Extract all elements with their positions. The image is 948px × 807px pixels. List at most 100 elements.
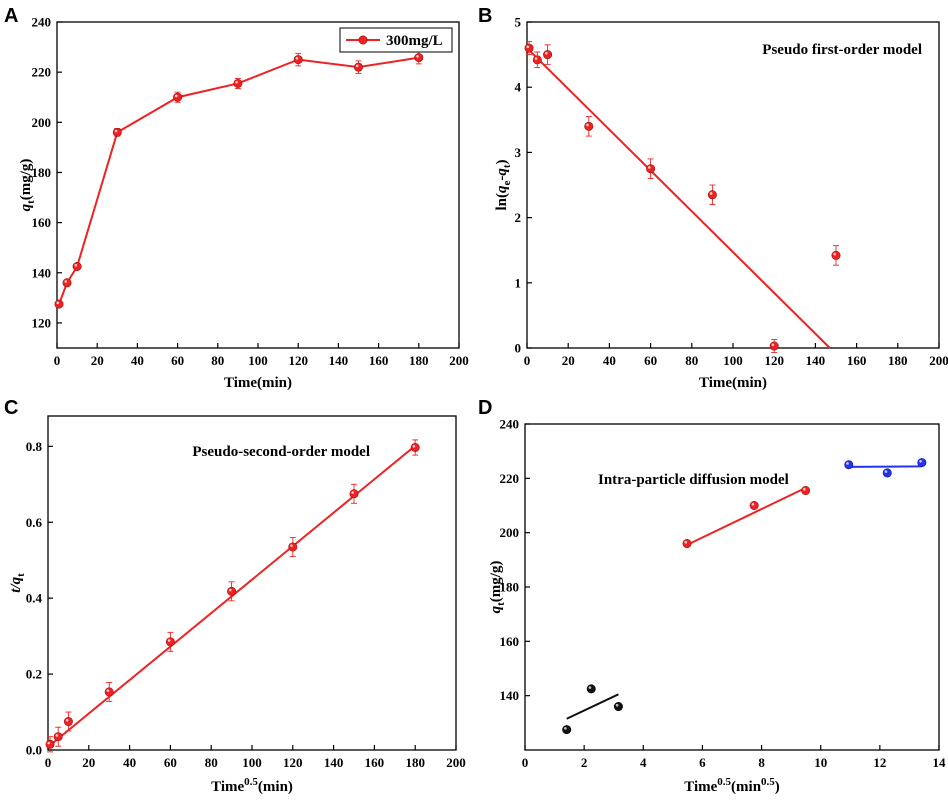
data-point-highlight-a	[355, 64, 359, 68]
data-point-a-s1	[293, 55, 303, 65]
x-tick-label-c: 80	[205, 755, 218, 770]
data-point-highlight-b	[586, 123, 589, 127]
data-point-highlight-b	[709, 192, 713, 195]
data-point-highlight-d	[884, 470, 888, 473]
x-tick-label-b: 80	[685, 353, 698, 368]
x-tick-label-d: 2	[581, 755, 588, 770]
x-tick-label-d: 10	[814, 755, 827, 770]
y-tick-label-c: 0.6	[26, 515, 43, 530]
data-point-b-s1	[646, 164, 656, 174]
y-tick-label-c: 0.4	[26, 591, 43, 606]
x-tick-label-d: 12	[873, 755, 886, 770]
x-tick-label-a: 200	[449, 353, 469, 368]
x-tick-label-d: 0	[522, 755, 529, 770]
data-point-highlight-c	[412, 444, 416, 448]
data-point-highlight-c	[106, 689, 110, 692]
x-axis-title-b: Time(min)	[699, 375, 767, 391]
data-point-highlight-b	[648, 166, 651, 169]
y-tick-label-a: 120	[32, 315, 52, 330]
x-tick-label-b: 120	[764, 353, 784, 368]
data-point-highlight-a	[74, 263, 78, 267]
data-point-c-s1	[165, 637, 175, 647]
x-tick-label-c: 40	[123, 755, 136, 770]
fit-line-d-3	[848, 465, 922, 468]
data-point-b-s1	[524, 43, 534, 53]
y-tick-label-b: 0	[515, 341, 522, 356]
x-tick-label-c: 20	[82, 755, 95, 770]
data-point-highlight-c	[290, 544, 293, 547]
y-tick-label-d: 160	[500, 634, 520, 649]
data-point-a-s1	[72, 261, 82, 271]
x-tick-label-d: 6	[699, 755, 706, 770]
data-point-highlight-a	[416, 55, 419, 58]
data-point-c-s1	[349, 489, 359, 499]
data-point-highlight-d	[919, 459, 922, 463]
x-tick-label-a: 0	[54, 353, 61, 368]
x-tick-label-c: 180	[405, 755, 425, 770]
y-tick-label-d: 140	[500, 688, 520, 703]
data-point-highlight-a	[64, 280, 68, 283]
data-point-d-s2	[801, 486, 811, 496]
x-tick-label-c: 140	[324, 755, 344, 770]
data-point-d-s1	[562, 725, 572, 735]
y-tick-label-b: 3	[515, 145, 522, 160]
y-tick-label-b: 5	[515, 15, 522, 30]
data-point-d-s3	[844, 460, 854, 470]
x-tick-label-a: 80	[211, 353, 224, 368]
data-point-b-s1	[831, 250, 841, 260]
data-point-highlight-d	[615, 703, 619, 707]
x-tick-label-d: 8	[758, 755, 765, 770]
x-tick-label-a: 100	[248, 353, 268, 368]
y-tick-label-a: 140	[32, 265, 52, 280]
x-tick-label-c: 200	[446, 755, 466, 770]
data-point-c-s1	[53, 732, 63, 742]
x-tick-label-b: 40	[603, 353, 616, 368]
x-axis-title-c: Time0.5(min)	[211, 776, 293, 795]
data-point-highlight-d	[803, 487, 806, 491]
data-point-highlight-d	[564, 727, 567, 730]
x-tick-label-b: 0	[524, 353, 531, 368]
y-tick-label-a: 160	[32, 215, 52, 230]
data-point-highlight-a	[114, 129, 118, 133]
x-tick-label-a: 40	[131, 353, 144, 368]
data-point-highlight-b	[833, 252, 836, 256]
y-axis-title-a: qt(mg/g)	[18, 159, 37, 212]
x-tick-label-b: 140	[806, 353, 826, 368]
data-point-a-s1	[173, 92, 183, 102]
y-tick-label-b: 1	[515, 275, 522, 290]
data-point-d-s1	[613, 702, 623, 712]
x-tick-label-b: 100	[723, 353, 743, 368]
data-point-b-s1	[532, 55, 542, 65]
panel-letter-c: C	[4, 397, 18, 419]
data-point-highlight-a	[56, 301, 60, 305]
x-axis-title-d: Time0.5(min0.5)	[684, 776, 780, 795]
x-tick-label-d: 4	[640, 755, 647, 770]
data-point-a-s1	[62, 278, 72, 288]
y-axis-title-d: qt(mg/g)	[488, 561, 507, 614]
y-tick-label-b: 2	[515, 210, 522, 225]
data-point-d-s2	[749, 500, 759, 510]
x-tick-label-c: 60	[164, 755, 177, 770]
data-point-c-s1	[45, 739, 55, 749]
data-point-highlight-c	[55, 734, 59, 737]
data-point-highlight-d	[684, 540, 688, 544]
x-tick-label-d: 14	[933, 755, 947, 770]
data-point-b-s1	[543, 50, 553, 60]
legend-label-a: 300mg/L	[386, 33, 443, 49]
y-axis-title-c: t/qt	[8, 573, 27, 593]
y-tick-label-d: 220	[500, 471, 520, 486]
x-tick-label-c: 100	[242, 755, 262, 770]
data-point-highlight-b	[545, 52, 548, 55]
data-point-b-s1	[769, 341, 779, 351]
y-tick-label-a: 240	[32, 15, 52, 30]
data-point-a-s1	[414, 53, 424, 63]
panel-letter-b: B	[478, 5, 492, 27]
panel-letter-d: D	[478, 397, 492, 419]
data-point-b-s1	[707, 190, 717, 200]
panel-c: C Time0.5(min) t/qt Pseudo-second-order …	[4, 397, 466, 795]
y-tick-label-a: 200	[32, 115, 52, 130]
panel-letter-a: A	[4, 5, 18, 27]
annotation-c: Pseudo-second-order model	[192, 444, 370, 460]
annotation-d: Intra-particle diffusion model	[598, 472, 789, 488]
data-point-highlight-c	[351, 491, 355, 494]
